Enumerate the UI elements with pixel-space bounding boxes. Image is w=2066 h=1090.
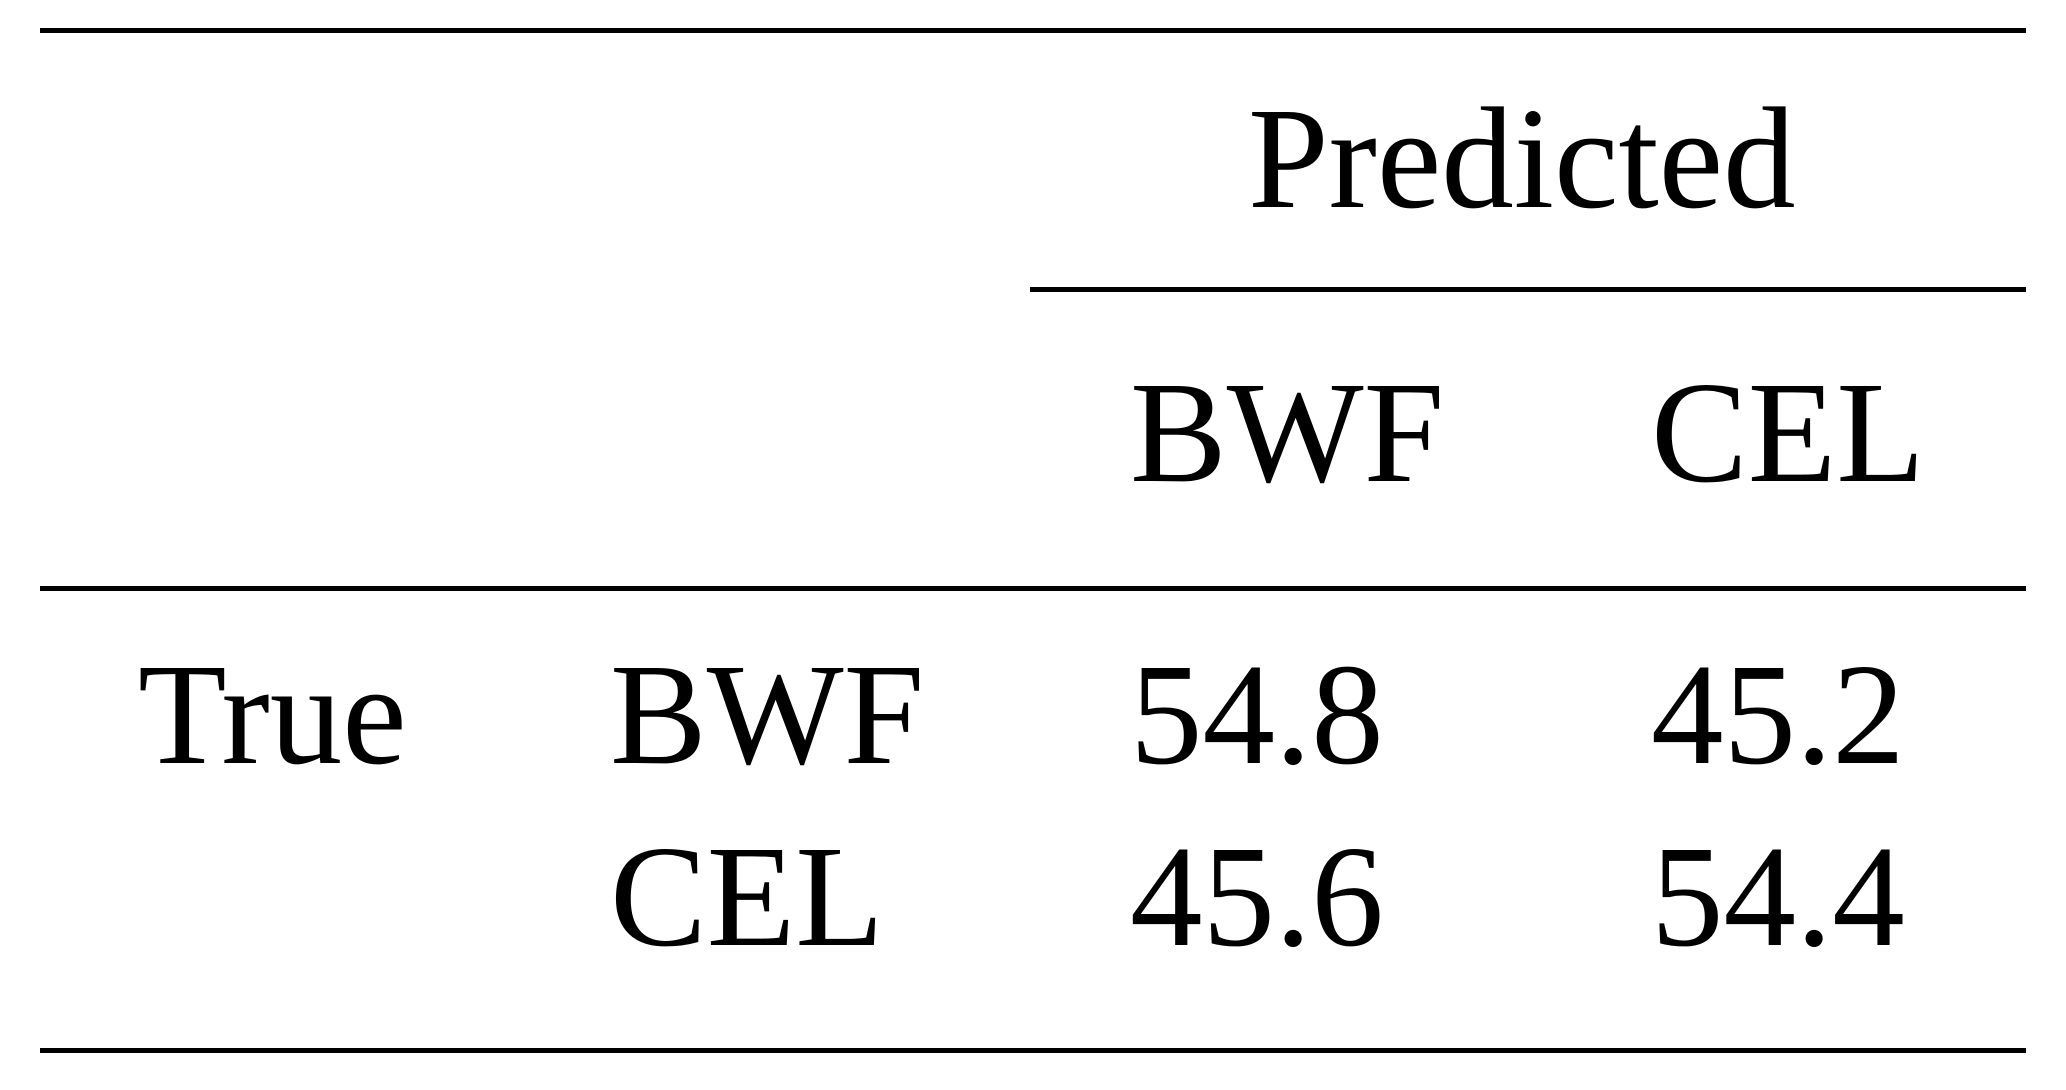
cell-bwf-bwf: 54.8 [1130, 635, 1384, 795]
cell-cel-cel: 54.4 [1651, 817, 1905, 977]
row-label-cel: CEL [610, 817, 884, 977]
column-header-bwf: BWF [1130, 353, 1445, 513]
predicted-cmidrule [1030, 287, 2026, 292]
cell-cel-bwf: 45.6 [1130, 817, 1384, 977]
row-label-bwf: BWF [610, 635, 925, 795]
column-header-cel: CEL [1651, 353, 1925, 513]
top-rule [40, 28, 2026, 33]
cell-bwf-cel: 45.2 [1651, 635, 1905, 795]
predicted-header: Predicted [1248, 79, 1796, 239]
bottom-rule [40, 1048, 2026, 1053]
mid-rule [40, 586, 2026, 591]
true-row-group-label: True [138, 635, 407, 795]
